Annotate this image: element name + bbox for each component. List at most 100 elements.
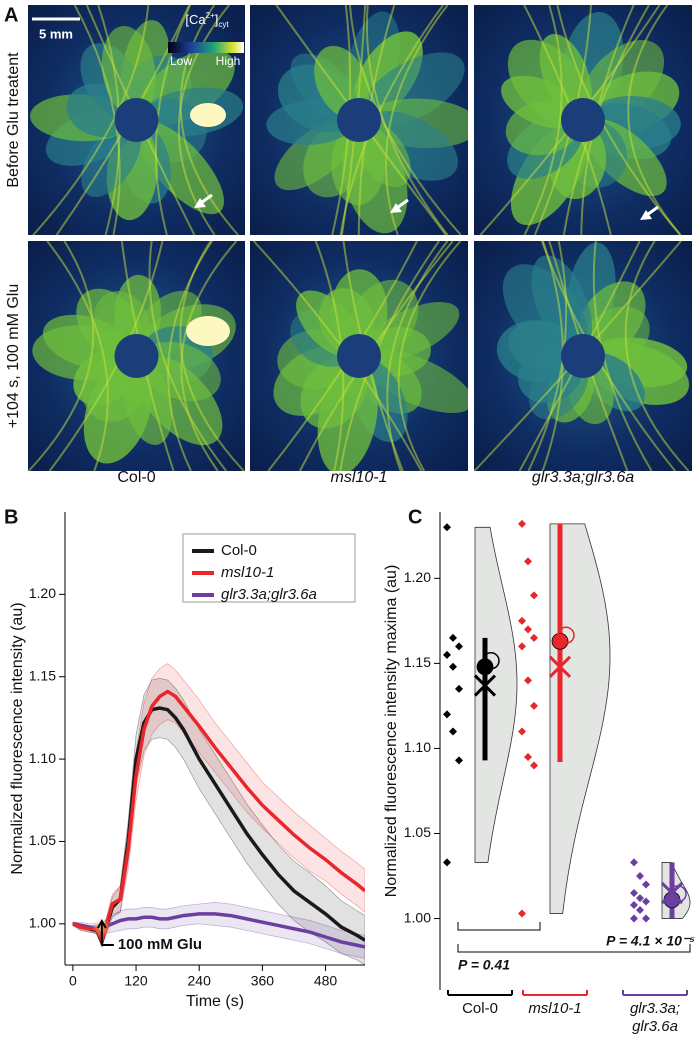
category-label: glr3.3a; glr3.6a bbox=[629, 1000, 681, 1035]
root bbox=[627, 5, 682, 235]
data-point bbox=[524, 557, 532, 566]
root bbox=[365, 5, 449, 235]
root bbox=[384, 5, 449, 235]
data-point bbox=[443, 858, 451, 867]
leaf bbox=[101, 26, 156, 117]
annotation: 100 mM Glu bbox=[118, 936, 202, 953]
data-point bbox=[443, 650, 451, 659]
category-label: Col-0 bbox=[462, 1000, 498, 1017]
arrow-head bbox=[390, 203, 402, 213]
y-axis-title: Normalized fluorescence intensity (au) bbox=[9, 602, 26, 874]
row-label: Before Glu treatent bbox=[5, 52, 22, 188]
data-point bbox=[518, 642, 526, 651]
data-point bbox=[630, 914, 638, 923]
plant bbox=[474, 241, 690, 471]
data-point bbox=[443, 523, 451, 532]
rosette-center bbox=[337, 334, 381, 378]
colorbar-title-sup: 2+ bbox=[206, 11, 215, 20]
p-value: P = 0.41 bbox=[458, 957, 510, 973]
y-axis-title: Normalized fluorescence intensity maxima… bbox=[383, 565, 400, 898]
bracket bbox=[457, 944, 691, 953]
mean-outline bbox=[482, 652, 500, 670]
bracket bbox=[457, 922, 541, 931]
y-tick-label: 1.05 bbox=[29, 832, 56, 848]
plot-area bbox=[72, 663, 365, 965]
plant bbox=[479, 5, 682, 235]
bright-leaf bbox=[190, 103, 226, 127]
scale-bar-label: 5 mm bbox=[39, 26, 73, 41]
root bbox=[386, 241, 449, 471]
y-tick-label: 1.15 bbox=[404, 654, 431, 670]
data-point bbox=[636, 872, 644, 881]
y-tick-label: 1.00 bbox=[29, 915, 56, 931]
p-value: P = 4.1 × 10⁻⁵ bbox=[606, 933, 695, 949]
category-label: msl10-1 bbox=[528, 1000, 582, 1017]
error-band bbox=[72, 663, 365, 947]
rosette-center bbox=[114, 98, 159, 142]
colorbar bbox=[168, 42, 244, 53]
data-point bbox=[449, 662, 457, 671]
plant bbox=[266, 5, 468, 235]
colorbar-high: High bbox=[216, 54, 241, 68]
panel-a: 5 mm [Ca2+]cyt Low High Before Glu treatent +… bbox=[5, 5, 692, 486]
data-point bbox=[530, 591, 538, 600]
data-point bbox=[530, 701, 538, 710]
data-point bbox=[636, 894, 644, 903]
arrow-head bbox=[640, 210, 652, 220]
data-point bbox=[524, 752, 532, 761]
data-point bbox=[455, 756, 463, 765]
rosette-center bbox=[561, 334, 605, 378]
column-label: glr3.3a;glr3.6a bbox=[532, 469, 634, 486]
panel-label: C bbox=[408, 506, 422, 528]
median-marker bbox=[548, 655, 572, 678]
plant bbox=[28, 241, 245, 471]
data-point bbox=[518, 909, 526, 918]
colorbar-title-sub: cyt bbox=[218, 20, 229, 29]
category-underline-cap bbox=[447, 990, 513, 995]
root bbox=[32, 5, 150, 235]
rosette-center bbox=[561, 98, 605, 142]
colorbar-low: Low bbox=[170, 54, 192, 68]
root bbox=[46, 241, 109, 471]
data-point bbox=[642, 897, 650, 906]
data-point bbox=[455, 684, 463, 693]
data-point bbox=[642, 880, 650, 889]
panel-label: B bbox=[4, 506, 18, 528]
y-tick-label: 1.10 bbox=[404, 739, 431, 755]
root bbox=[167, 241, 213, 471]
y-tick-label: 1.10 bbox=[29, 750, 56, 766]
x-tick-label: 480 bbox=[314, 973, 338, 989]
annotation-arrow bbox=[96, 918, 114, 946]
category-underline-cap bbox=[522, 990, 588, 995]
data-point bbox=[636, 906, 644, 915]
x-tick-label: 120 bbox=[124, 973, 148, 989]
x-tick-label: 360 bbox=[251, 973, 275, 989]
y-tick-label: 1.00 bbox=[404, 909, 431, 925]
legend-label: Col-0 bbox=[221, 542, 257, 559]
arrow-head bbox=[194, 198, 206, 208]
legend-label: msl10-1 bbox=[221, 564, 274, 581]
bright-leaf bbox=[186, 316, 230, 346]
data-point bbox=[449, 727, 457, 736]
colorbar-title: [Ca2+]cyt bbox=[185, 11, 229, 29]
data-point bbox=[530, 633, 538, 642]
y-tick-label: 1.15 bbox=[29, 667, 56, 683]
legend-label: glr3.3a;glr3.6a bbox=[221, 586, 317, 603]
y-tick-label: 1.20 bbox=[29, 585, 56, 601]
legend-box bbox=[182, 533, 356, 603]
median-marker bbox=[660, 881, 684, 905]
data-point bbox=[443, 710, 451, 719]
violin bbox=[549, 523, 611, 914]
data-point bbox=[630, 889, 638, 898]
root bbox=[28, 241, 95, 471]
data-point bbox=[524, 676, 532, 685]
row-label: +104 s, 100 mM Glu bbox=[5, 284, 22, 429]
data-point bbox=[524, 625, 532, 634]
x-tick-label: 240 bbox=[188, 973, 212, 989]
data-point bbox=[518, 519, 526, 528]
column-label: Col-0 bbox=[117, 469, 155, 486]
y-tick-label: 1.05 bbox=[404, 824, 431, 840]
root bbox=[523, 5, 563, 235]
